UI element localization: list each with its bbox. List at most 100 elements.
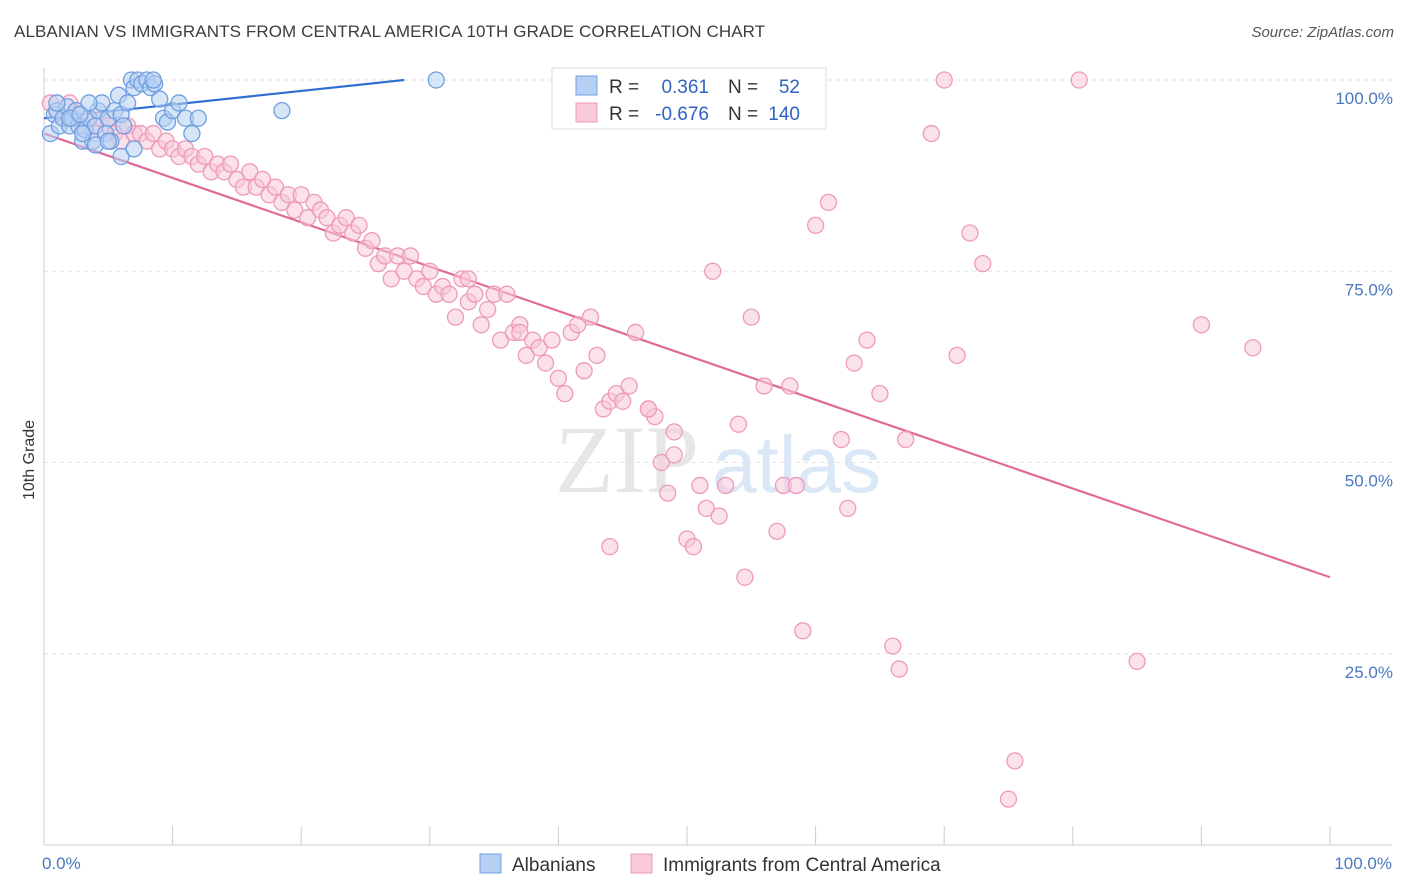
central-america-point bbox=[948, 346, 966, 365]
central-america-trend-line bbox=[43, 132, 1331, 579]
watermark: ZIP atlas bbox=[555, 406, 881, 513]
albanians-point bbox=[115, 117, 133, 135]
central-america-point bbox=[896, 430, 915, 449]
central-america-point bbox=[922, 124, 940, 143]
albanians-point bbox=[73, 124, 92, 143]
central-america-point bbox=[479, 300, 497, 319]
legend-swatch-albanians bbox=[575, 75, 598, 96]
central-america-point bbox=[729, 415, 748, 433]
central-america-point bbox=[620, 377, 638, 395]
central-america-point bbox=[626, 323, 645, 342]
central-america-point bbox=[253, 170, 272, 189]
watermark-atlas: atlas bbox=[712, 420, 881, 509]
central-america-point bbox=[395, 262, 413, 280]
central-america-point bbox=[614, 392, 632, 410]
central-america-point bbox=[961, 224, 979, 242]
central-america-point bbox=[884, 637, 902, 655]
central-america-point bbox=[839, 499, 857, 518]
central-america-point bbox=[736, 568, 754, 586]
central-america-point bbox=[472, 316, 490, 334]
series-legend: Albanians Immigrants from Central Americ… bbox=[479, 853, 941, 876]
central-america-point bbox=[543, 331, 561, 349]
central-america-point bbox=[421, 262, 439, 280]
central-america-point bbox=[845, 354, 863, 372]
albanians-point bbox=[48, 94, 66, 112]
central-america-point bbox=[569, 316, 587, 334]
bottom-legend-label-central-america: Immigrants from Central America bbox=[663, 855, 941, 876]
legend-n-value-albanians: 52 bbox=[779, 77, 800, 98]
legend-r-value-central-america: -0.676 bbox=[655, 104, 709, 125]
central-america-point bbox=[832, 430, 850, 449]
source-label: Source: ZipAtlas.com bbox=[1251, 24, 1394, 41]
albanians-point bbox=[125, 140, 143, 158]
legend-r-label-central-america: R = bbox=[609, 104, 639, 125]
central-america-point bbox=[768, 522, 786, 540]
central-america-point bbox=[292, 186, 310, 204]
central-america-point bbox=[588, 346, 606, 365]
legend-n-label-central-america: N = bbox=[728, 104, 758, 125]
central-america-point bbox=[697, 499, 715, 518]
central-america-point bbox=[221, 155, 240, 173]
stats-legend-box bbox=[551, 67, 827, 130]
central-america-point bbox=[787, 476, 805, 495]
central-america-point bbox=[935, 71, 953, 89]
y-tick-label: 50.0% bbox=[1345, 472, 1393, 491]
central-america-point bbox=[459, 270, 478, 288]
central-america-point bbox=[511, 323, 529, 342]
stats-legend: R = 0.361 N = 52 R = -0.676 N = 140 bbox=[551, 67, 827, 130]
central-america-point bbox=[1006, 752, 1024, 770]
central-america-point bbox=[556, 384, 574, 403]
central-america-point bbox=[318, 209, 336, 227]
central-america-point bbox=[414, 277, 433, 296]
central-america-point bbox=[665, 446, 683, 464]
legend-swatch-central-america bbox=[575, 102, 598, 123]
central-america-point bbox=[298, 209, 317, 227]
central-america-point bbox=[363, 231, 381, 250]
central-america-point bbox=[858, 331, 876, 349]
albanians-point bbox=[151, 90, 169, 108]
central-america-point bbox=[196, 147, 214, 166]
chart-title: ALBANIAN VS IMMIGRANTS FROM CENTRAL AMER… bbox=[14, 22, 766, 41]
albanians-point bbox=[71, 105, 89, 124]
central-america-point bbox=[691, 476, 709, 495]
central-america-point bbox=[652, 453, 670, 472]
albanians-point bbox=[183, 124, 201, 143]
central-america-point bbox=[665, 423, 683, 441]
central-america-point bbox=[601, 538, 619, 556]
central-america-point bbox=[530, 339, 548, 357]
albanians-point bbox=[144, 71, 162, 89]
central-america-point bbox=[806, 216, 825, 235]
central-america-point bbox=[742, 308, 760, 326]
central-america-point bbox=[704, 262, 722, 280]
central-america-point bbox=[549, 369, 568, 388]
central-america-point bbox=[581, 308, 600, 326]
albanians-point bbox=[427, 71, 445, 89]
central-america-point bbox=[266, 178, 285, 196]
bottom-legend-swatch-central-america bbox=[630, 853, 653, 874]
central-america-point bbox=[286, 201, 304, 219]
albanians-point bbox=[189, 109, 207, 127]
legend-r-value-albanians: 0.361 bbox=[661, 77, 709, 98]
central-america-point bbox=[337, 209, 355, 227]
central-america-point bbox=[819, 193, 838, 212]
bottom-legend-label-albanians: Albanians bbox=[512, 855, 595, 876]
central-america-point bbox=[144, 124, 162, 143]
central-america-point bbox=[999, 790, 1018, 808]
y-tick-label: 75.0% bbox=[1345, 280, 1393, 299]
central-america-point bbox=[781, 377, 799, 395]
legend-n-label-albanians: N = bbox=[728, 77, 758, 98]
central-america-point bbox=[755, 377, 773, 395]
central-america-point bbox=[241, 163, 259, 181]
y-axis-label: 10th Grade bbox=[21, 420, 38, 500]
central-america-point bbox=[639, 400, 658, 418]
central-america-point bbox=[716, 476, 735, 495]
central-america-point bbox=[890, 660, 908, 678]
central-america-point bbox=[536, 354, 555, 372]
albanians-point bbox=[170, 94, 188, 112]
central-america-point bbox=[1192, 316, 1211, 334]
legend-r-label-albanians: R = bbox=[609, 77, 639, 98]
central-america-point bbox=[710, 507, 728, 525]
central-america-point bbox=[401, 247, 420, 265]
y-tick-label: 25.0% bbox=[1345, 663, 1393, 682]
x-tick-label: 0.0% bbox=[42, 854, 81, 873]
